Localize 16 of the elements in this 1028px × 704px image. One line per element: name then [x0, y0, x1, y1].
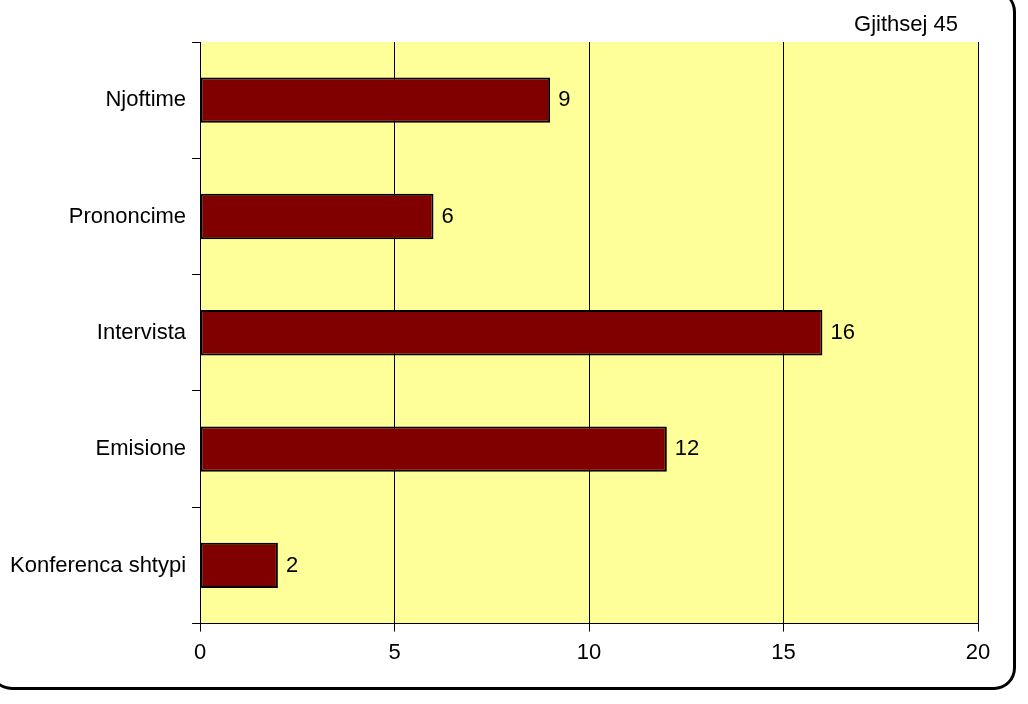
data-label: 6 [441, 202, 454, 228]
x-tick-label: 5 [388, 638, 401, 664]
y-tick-label: Njoftime [105, 86, 187, 112]
x-tick-label: 0 [193, 638, 207, 664]
y-tick-label: Konferenca shtypi [10, 551, 187, 577]
y-tick-label: Intervista [96, 318, 187, 344]
data-label: 12 [674, 435, 700, 461]
data-label: 9 [558, 86, 571, 112]
x-tick-label: 20 [965, 638, 991, 664]
y-tick-label: Prononcime [68, 202, 187, 228]
x-tick-label: 10 [576, 638, 602, 664]
data-label: 2 [285, 551, 299, 577]
x-tick-label: 15 [771, 638, 796, 664]
text: Gjithsej 45 [854, 11, 958, 37]
y-tick-label: Emisione [95, 435, 187, 461]
data-label: 16 [830, 318, 855, 344]
